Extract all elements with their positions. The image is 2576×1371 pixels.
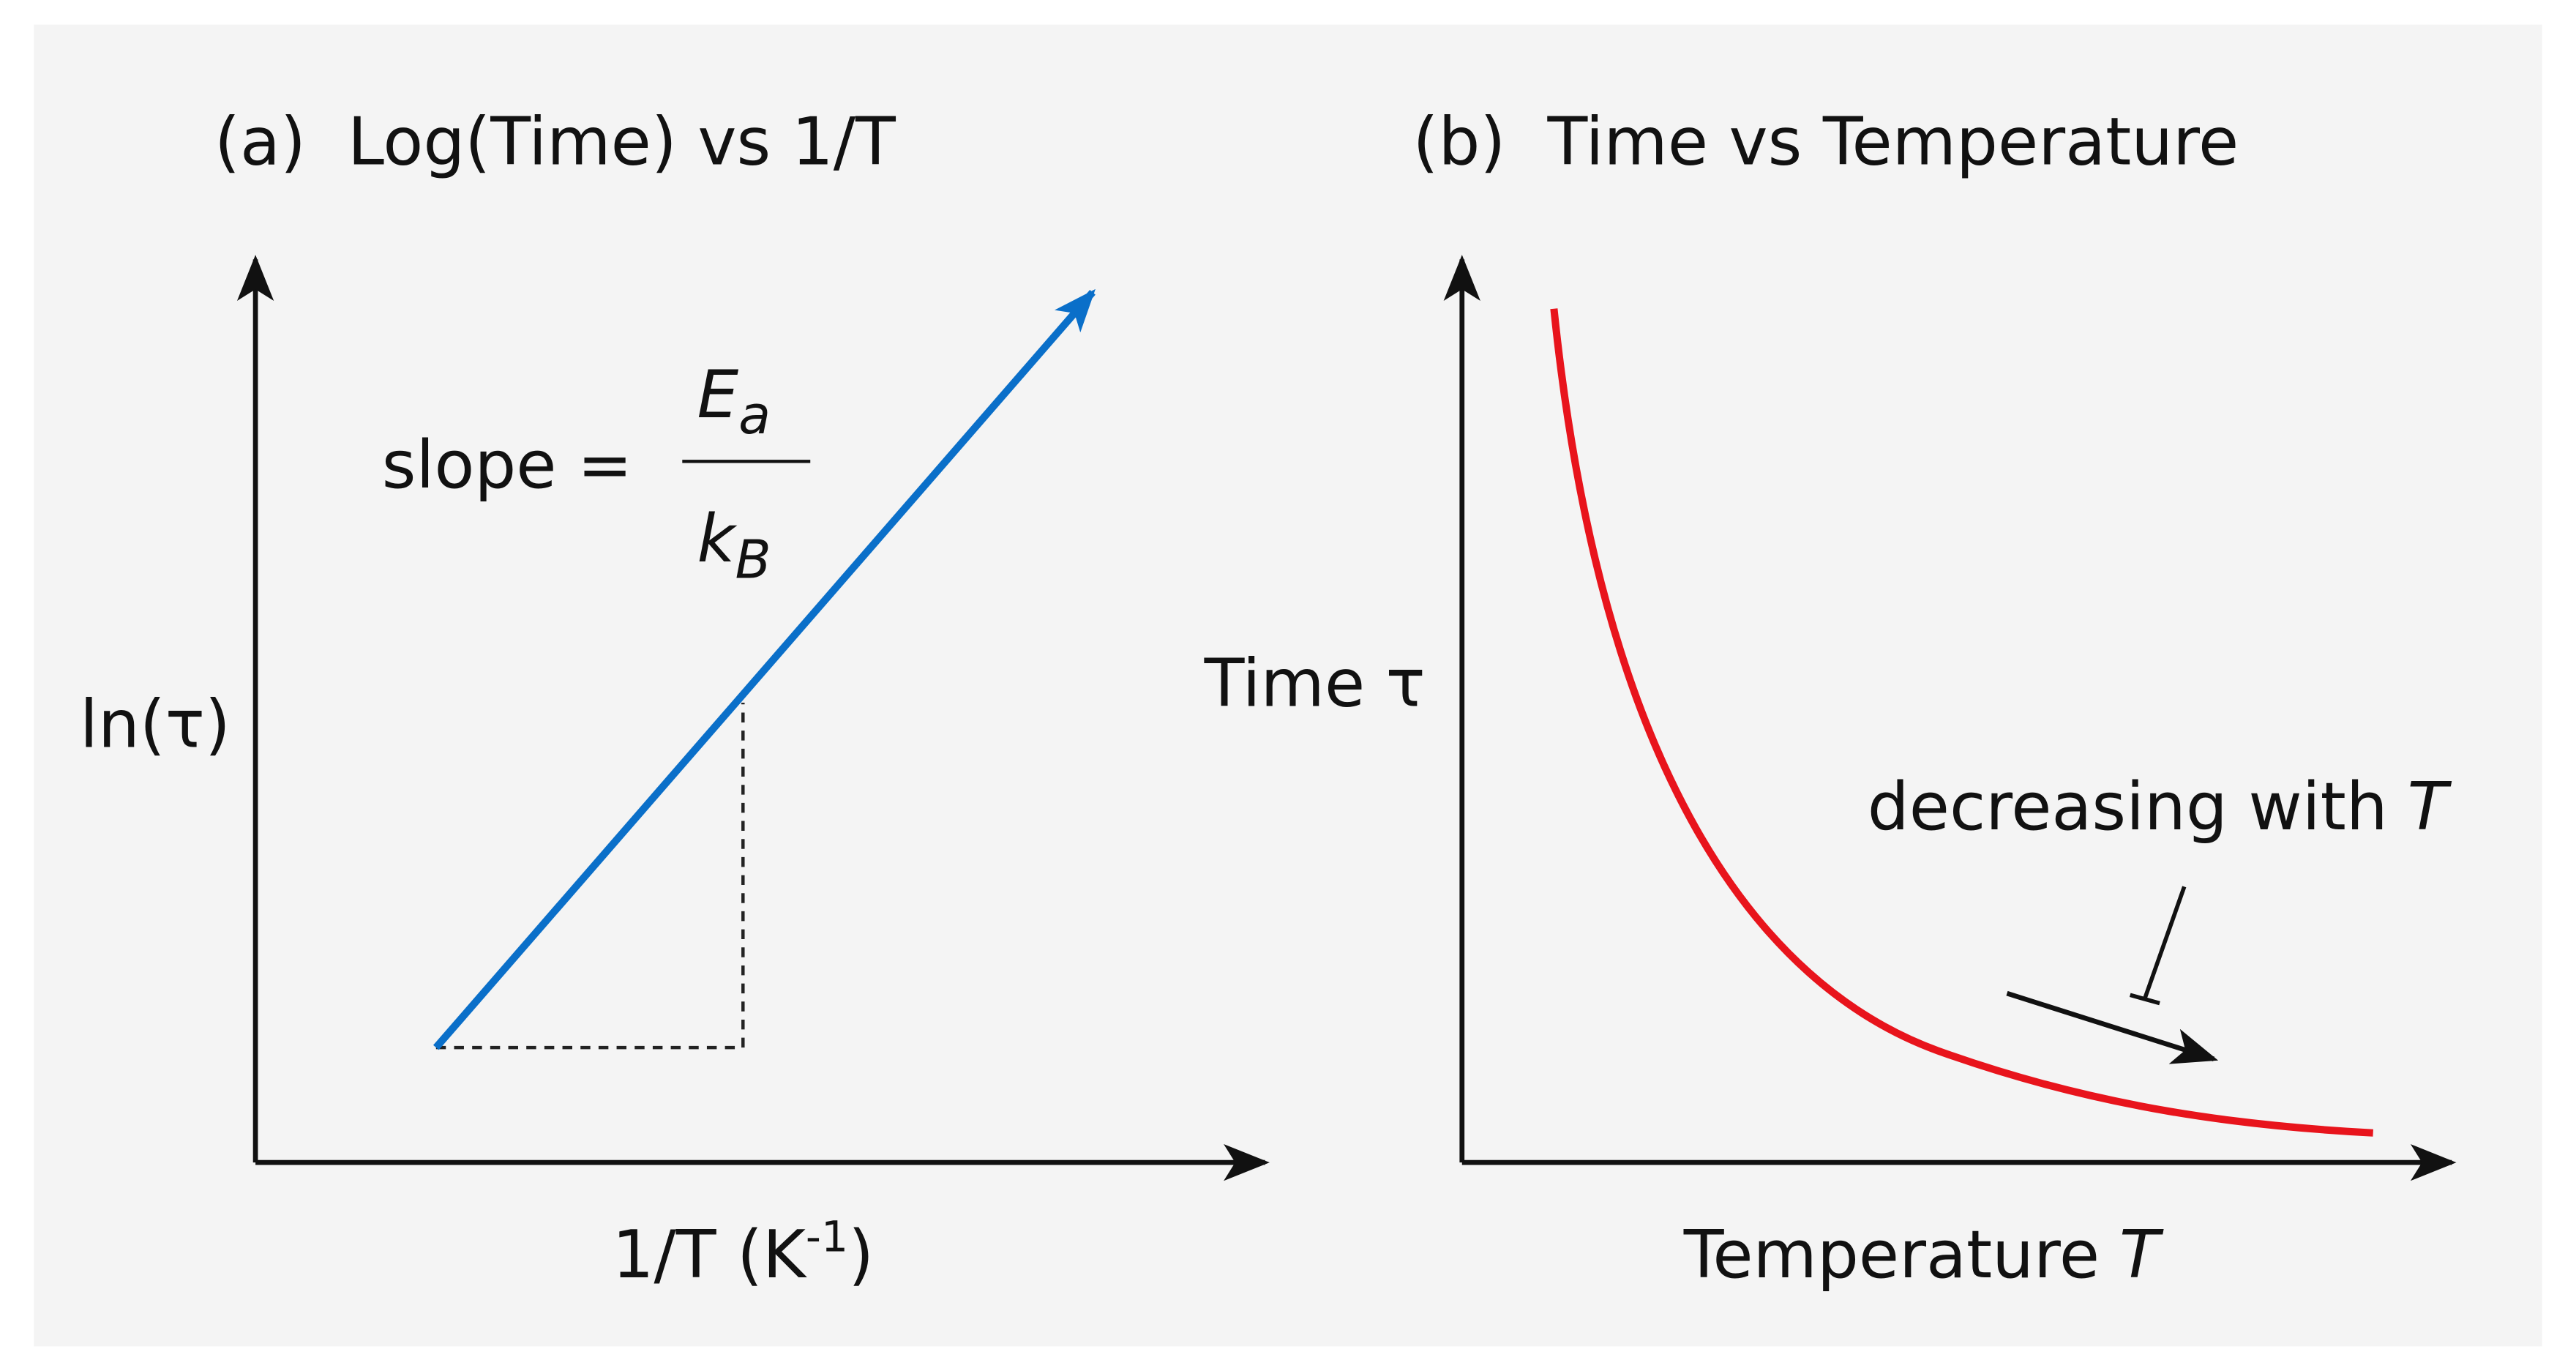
pointer-line — [2143, 886, 2187, 999]
annotation-text: decreasing with — [1868, 769, 2388, 845]
numerator: Ea — [697, 357, 771, 446]
label-close: ) — [848, 1217, 874, 1293]
x-axis-label: 1/T (K-1) — [612, 1211, 874, 1293]
panel-b: (b) Time vs Temperature Time τ Temperatu… — [1204, 104, 2457, 1293]
y-axis-label: Time τ — [1204, 646, 1426, 722]
background — [34, 24, 2542, 1347]
symbol: E — [697, 357, 738, 433]
symbol: k — [697, 501, 737, 578]
annotation: decreasing with T — [1868, 769, 2452, 845]
label-text: 1/T (K — [612, 1217, 807, 1293]
pointer-tick — [2129, 993, 2160, 1006]
trend-line — [433, 288, 1096, 1050]
label-text: Temperature — [1683, 1217, 2100, 1293]
decay-curve — [1550, 308, 2373, 1137]
symbol: T — [2408, 769, 2452, 845]
subscript: B — [735, 529, 771, 591]
slope-label: slope = — [382, 427, 632, 504]
panel-title: (b) Time vs Temperature — [1412, 104, 2239, 180]
x-axis-label: Temperature T — [1683, 1217, 2164, 1293]
panel-a: (a) Log(Time) vs 1/T slope = Ea kB ln(τ)… — [80, 104, 1270, 1293]
superscript: -1 — [806, 1211, 848, 1261]
panel-title: (a) Log(Time) vs 1/T — [214, 104, 896, 180]
denominator: kB — [697, 501, 771, 590]
subscript: a — [738, 384, 771, 446]
slope-triangle — [435, 703, 745, 1050]
symbol: T — [2119, 1217, 2164, 1293]
trend-arrow — [2006, 990, 2219, 1064]
y-axis-label: ln(τ) — [80, 687, 231, 763]
